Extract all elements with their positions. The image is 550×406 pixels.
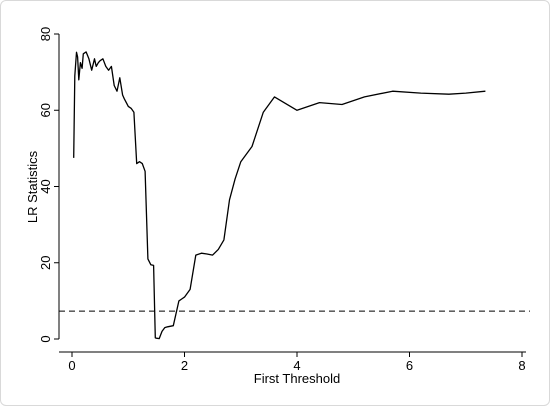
y-axis-title: LR Statistics <box>25 150 40 223</box>
x-axis-title: First Threshold <box>254 371 340 386</box>
x-axis-ticks: 0 2 4 6 8 <box>68 352 526 373</box>
y-tick-label: 20 <box>38 256 53 270</box>
y-tick-label: 80 <box>38 27 53 41</box>
x-tick-label: 0 <box>68 358 75 373</box>
x-tick-label: 8 <box>518 358 525 373</box>
x-tick-label: 4 <box>293 358 300 373</box>
y-tick-label: 60 <box>38 103 53 117</box>
y-tick-label: 40 <box>38 179 53 193</box>
lr-statistics-series-line <box>73 51 486 340</box>
y-tick-label: 0 <box>38 335 53 342</box>
y-axis-ticks: 0 20 40 60 80 <box>38 27 59 343</box>
x-tick-label: 6 <box>406 358 413 373</box>
x-tick-label: 2 <box>181 358 188 373</box>
